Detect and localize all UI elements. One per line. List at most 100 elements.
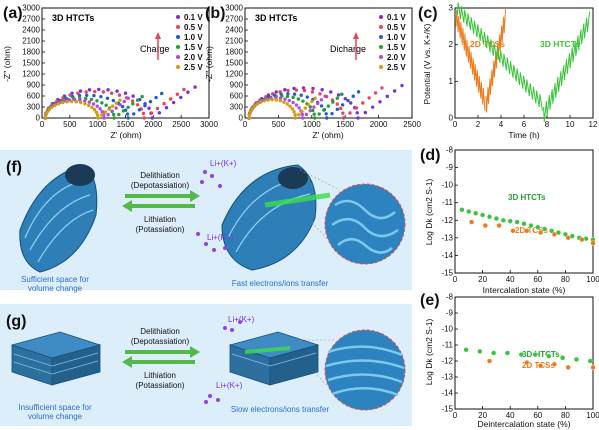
panel-e-xtick-label: 40 — [506, 411, 515, 420]
nyquist-point — [335, 102, 339, 106]
nyquist-point — [286, 88, 290, 93]
nyquist-point — [258, 100, 263, 104]
nyquist-point — [87, 88, 92, 92]
panel-e: (e) 3D HTCTs 2D TCSs -8-9-10-11-12-13-14… — [420, 292, 599, 429]
panel-e-ylabel: Log Dk (cm2 S-1) — [424, 319, 434, 386]
panel-b-xtick-label: 0 — [243, 120, 248, 129]
panel-g-ion-label-2: Li+(K+) — [216, 381, 243, 390]
panel-b-ytick-label: 300 — [230, 103, 244, 112]
panel-e-label-3dhtcts: 3D HTCTs — [522, 350, 560, 359]
nyquist-point — [294, 88, 299, 92]
panel-c-ylabel: Potential (V vs. K+/K) — [422, 23, 432, 104]
nyquist-tail-point — [373, 91, 378, 95]
panel-a-xtick-label: 0 — [40, 120, 45, 129]
panel-g-arrow-top-sub: (Depotassiation) — [131, 337, 190, 346]
nyquist-point — [313, 116, 317, 120]
nyquist-point — [99, 94, 103, 99]
nyquist-point — [109, 91, 114, 95]
panel-e-ytick-label: -11 — [442, 341, 454, 350]
zoom-leader-bottom-f — [311, 221, 329, 241]
nyquist-tail-point — [340, 103, 345, 107]
nyquist-point — [43, 116, 48, 120]
panel-g-caption-right: Slow electrons/ions transfer — [231, 405, 330, 414]
nyquist-point — [248, 110, 253, 114]
panel-f: (f) Delithiation (Depotassiation) Lithia… — [0, 150, 412, 293]
nyquist-tail-point — [340, 92, 344, 96]
diffusion-point — [524, 360, 530, 366]
nyquist-tail-point — [117, 112, 121, 117]
panel-e-xtick-label: 20 — [478, 411, 487, 420]
panel-c-label-3dhtcts: 3D HTCTs — [540, 39, 580, 49]
nyquist-tail-point — [179, 95, 183, 100]
nyquist-point — [250, 107, 254, 111]
panel-d-label-3dhtcts: 3D HTCTs — [508, 193, 546, 202]
nyquist-point — [311, 86, 315, 91]
nyquist-tail-point — [103, 110, 108, 114]
nyquist-tail-point — [175, 92, 180, 96]
nyquist-point — [84, 90, 88, 94]
ion-dot — [204, 400, 208, 404]
diffusion-point — [493, 215, 500, 222]
panel-f-arrow-top-label: Delithiation — [140, 171, 180, 180]
nyquist-point — [278, 96, 283, 100]
nyquist-point — [336, 93, 341, 97]
legend-marker — [379, 45, 383, 49]
diffusion-point — [535, 224, 541, 230]
ion-dot — [223, 246, 227, 250]
panel-b-letter: (b) — [205, 5, 225, 22]
nyquist-tail-point — [106, 113, 110, 117]
nyquist-tail-point — [317, 112, 321, 116]
diffusion-point — [473, 210, 479, 216]
nyquist-point — [85, 93, 89, 97]
panel-b-arrowhead — [353, 32, 359, 39]
diffusion-point — [486, 358, 493, 364]
panel-e-ytick-label: -9 — [446, 309, 454, 318]
panel-d-ytick-label: -11 — [442, 198, 454, 207]
nyquist-point — [111, 98, 116, 103]
panel-c-xlabel: Time (h) — [508, 130, 539, 140]
nyquist-point — [324, 112, 328, 116]
nyquist-point — [291, 100, 295, 105]
nyquist-point — [302, 88, 307, 93]
legend-marker — [176, 25, 180, 29]
diffusion-point — [459, 207, 465, 213]
nyquist-point — [283, 97, 287, 101]
nyquist-tail-point — [118, 103, 122, 107]
panel-c-letter: (c) — [418, 5, 438, 22]
panel-a-ytick-label: 0 — [36, 114, 41, 123]
nyquist-tail-point — [310, 99, 314, 104]
nyquist-point — [76, 91, 80, 95]
nyquist-tail-point — [110, 109, 114, 114]
hollow-tube-left — [19, 164, 98, 273]
panel-d-ytick-label: -14 — [441, 251, 453, 260]
nyquist-point — [106, 88, 110, 92]
panel-a-xtick-label: 3000 — [200, 120, 218, 129]
nyquist-point — [274, 98, 278, 102]
legend-entry: 2.5 V — [387, 63, 406, 72]
diffusion-point — [504, 350, 511, 356]
nyquist-tail-point — [126, 105, 130, 110]
diffusion-point — [548, 228, 555, 234]
nyquist-point — [125, 112, 130, 116]
nyquist-tail-point — [137, 108, 142, 112]
diffusion-point — [507, 218, 513, 224]
nyquist-tail-point — [392, 89, 397, 93]
nyquist-tail-point — [335, 107, 340, 111]
panel-e-xtick-label: 0 — [453, 411, 458, 420]
nyquist-point — [288, 104, 292, 108]
nyquist-point — [91, 102, 96, 106]
ion-dot — [210, 174, 214, 178]
nyquist-point — [349, 101, 353, 105]
nyquist-point — [101, 90, 106, 94]
nyquist-tail-point — [351, 94, 355, 98]
nyquist-point — [296, 97, 301, 101]
legend-marker — [379, 35, 383, 39]
diffusion-point — [491, 350, 497, 356]
panel-a-ytick-label: 3000 — [22, 4, 40, 13]
nyquist-point — [53, 103, 57, 108]
diffusion-point — [463, 347, 469, 353]
nyquist-point — [270, 97, 274, 102]
panel-e-axes — [454, 296, 594, 410]
nyquist-point — [78, 89, 83, 93]
panel-g-arrow-bottom-sub: (Potassiation) — [136, 381, 185, 390]
